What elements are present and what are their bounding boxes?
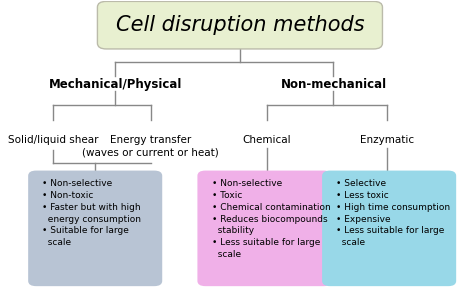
FancyBboxPatch shape (98, 1, 383, 49)
Text: Chemical: Chemical (242, 135, 291, 146)
FancyBboxPatch shape (322, 171, 456, 286)
Text: Mechanical/Physical: Mechanical/Physical (48, 78, 182, 91)
Text: Cell disruption methods: Cell disruption methods (116, 15, 364, 35)
Text: Enzymatic: Enzymatic (360, 135, 414, 146)
Text: Non-mechanical: Non-mechanical (281, 78, 386, 91)
Text: • Non-selective
• Toxic
• Chemical contamination
• Reduces biocompounds
  stabil: • Non-selective • Toxic • Chemical conta… (212, 179, 330, 259)
Text: • Non-selective
• Non-toxic
• Faster but with high
  energy consumption
• Suitab: • Non-selective • Non-toxic • Faster but… (42, 179, 141, 247)
FancyBboxPatch shape (197, 171, 331, 286)
Text: Energy transfer
(waves or current or heat): Energy transfer (waves or current or hea… (82, 135, 219, 157)
Text: Solid/liquid shear: Solid/liquid shear (8, 135, 98, 146)
FancyBboxPatch shape (28, 171, 162, 286)
Text: • Selective
• Less toxic
• High time consumption
• Expensive
• Less suitable for: • Selective • Less toxic • High time con… (337, 179, 450, 247)
